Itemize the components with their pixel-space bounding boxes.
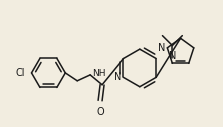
Text: N: N	[169, 51, 176, 61]
Text: O: O	[96, 107, 104, 117]
Text: N: N	[114, 72, 122, 82]
Text: Cl: Cl	[15, 68, 25, 78]
Text: NH: NH	[92, 69, 106, 78]
Text: N: N	[158, 43, 165, 53]
